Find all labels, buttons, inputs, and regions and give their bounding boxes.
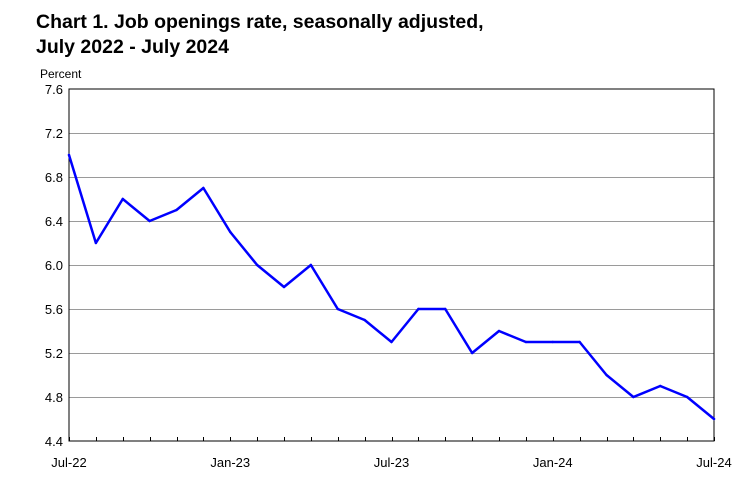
data-point — [121, 197, 124, 201]
x-tick-label: Jul-23 — [374, 455, 409, 470]
data-point — [175, 208, 178, 212]
data-point — [632, 395, 635, 399]
data-point — [67, 153, 71, 157]
data-point — [309, 263, 313, 267]
data-point — [229, 230, 232, 234]
data-point — [605, 373, 608, 377]
data-point — [497, 329, 501, 333]
gridlines — [69, 133, 714, 398]
y-tick-label: 4.8 — [45, 390, 63, 405]
data-point — [685, 395, 689, 399]
y-tick-label: 4.4 — [45, 434, 63, 449]
x-tick-label: Jan-23 — [210, 455, 250, 470]
chart-title: Chart 1. Job openings rate, seasonally a… — [36, 11, 484, 33]
data-point — [94, 241, 98, 245]
data-point — [363, 318, 366, 322]
y-tick-label: 5.2 — [45, 346, 63, 361]
y-tick-label: 7.2 — [45, 126, 63, 141]
chart-title-block: Chart 1. Job openings rate, seasonally a… — [36, 10, 484, 60]
data-point — [551, 340, 554, 344]
data-point — [417, 307, 420, 311]
data-point — [659, 384, 662, 388]
y-tick-label: 6.8 — [45, 170, 63, 185]
data-point — [390, 340, 393, 344]
y-tick-label: 6.4 — [45, 214, 63, 229]
data-point — [578, 340, 581, 344]
y-tick-label: 7.6 — [45, 82, 63, 97]
data-point — [202, 186, 205, 190]
data-point — [444, 307, 447, 311]
data-point — [524, 340, 528, 344]
data-point — [336, 307, 339, 311]
y-tick-label: 6.0 — [45, 258, 63, 273]
data-point — [282, 285, 286, 289]
x-tick-label: Jul-22 — [51, 455, 86, 470]
x-tick-label: Jan-24 — [533, 455, 573, 470]
data-point — [712, 417, 716, 421]
data-point — [148, 219, 151, 223]
chart-subtitle: July 2022 - July 2024 — [36, 36, 229, 58]
plot-area-frame — [68, 88, 715, 442]
series-line — [67, 153, 716, 421]
data-point — [470, 351, 474, 355]
y-tick-label: 5.6 — [45, 302, 63, 317]
data-point — [255, 263, 259, 267]
y-axis-ticks: 4.4 4.8 5.2 5.6 6.0 6.4 6.8 7.2 7.6 — [45, 82, 63, 449]
x-tick-label: Jul-24 — [696, 455, 731, 470]
y-axis-unit-label: Percent — [40, 67, 82, 81]
series-group — [67, 153, 716, 421]
x-axis-ticks: Jul-22 Jan-23 Jul-23 Jan-24 Jul-24 — [51, 437, 732, 470]
